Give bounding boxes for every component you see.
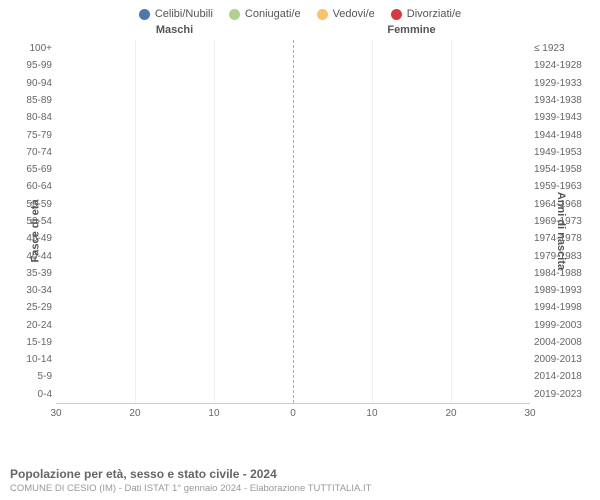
- chart-footer: Popolazione per età, sesso e stato civil…: [10, 467, 371, 494]
- legend-label: Vedovi/e: [333, 8, 375, 20]
- birth-year-label: 1984-1988: [534, 268, 596, 279]
- age-label: 0-4: [10, 389, 52, 400]
- age-label: 70-74: [10, 147, 52, 158]
- birth-year-label: 1959-1963: [534, 181, 596, 192]
- x-axis: 3020100102030: [56, 406, 530, 422]
- birth-year-label: 1949-1953: [534, 147, 596, 158]
- legend-dot: [317, 9, 328, 20]
- male-header: Maschi: [56, 24, 293, 36]
- age-label: 40-44: [10, 251, 52, 262]
- age-label: 50-54: [10, 216, 52, 227]
- age-label: 95-99: [10, 60, 52, 71]
- legend-label: Divorziati/e: [407, 8, 461, 20]
- birth-year-label: 1974-1978: [534, 233, 596, 244]
- population-pyramid: Fasce di età Anni di nascita 100+≤ 19239…: [0, 40, 600, 422]
- birth-year-label: 2014-2018: [534, 371, 596, 382]
- birth-year-label: 1989-1993: [534, 285, 596, 296]
- legend-dot: [391, 9, 402, 20]
- legend-item: Coniugati/e: [229, 8, 301, 20]
- age-label: 30-34: [10, 285, 52, 296]
- x-tick: 10: [366, 408, 377, 419]
- age-label: 25-29: [10, 302, 52, 313]
- legend-label: Celibi/Nubili: [155, 8, 213, 20]
- chart-title: Popolazione per età, sesso e stato civil…: [10, 467, 371, 481]
- female-header: Femmine: [293, 24, 530, 36]
- x-tick: 30: [50, 408, 61, 419]
- legend-item: Vedovi/e: [317, 8, 375, 20]
- x-tick: 0: [290, 408, 296, 419]
- age-label: 45-49: [10, 233, 52, 244]
- age-label: 35-39: [10, 268, 52, 279]
- birth-year-label: 1939-1943: [534, 112, 596, 123]
- x-tick: 10: [208, 408, 219, 419]
- birth-year-label: 2004-2008: [534, 337, 596, 348]
- age-label: 100+: [10, 43, 52, 54]
- age-label: 65-69: [10, 164, 52, 175]
- age-label: 10-14: [10, 354, 52, 365]
- birth-year-label: 1924-1928: [534, 60, 596, 71]
- birth-year-label: 2019-2023: [534, 389, 596, 400]
- age-label: 20-24: [10, 320, 52, 331]
- legend-dot: [139, 9, 150, 20]
- age-label: 15-19: [10, 337, 52, 348]
- age-label: 90-94: [10, 78, 52, 89]
- age-label: 80-84: [10, 112, 52, 123]
- legend-item: Divorziati/e: [391, 8, 461, 20]
- birth-year-label: ≤ 1923: [534, 43, 596, 54]
- birth-year-label: 1964-1968: [534, 199, 596, 210]
- age-label: 75-79: [10, 130, 52, 141]
- x-tick: 20: [445, 408, 456, 419]
- age-label: 55-59: [10, 199, 52, 210]
- birth-year-label: 1929-1933: [534, 78, 596, 89]
- center-axis: [293, 40, 294, 403]
- birth-year-label: 2009-2013: [534, 354, 596, 365]
- x-tick: 20: [129, 408, 140, 419]
- birth-year-label: 1999-2003: [534, 320, 596, 331]
- birth-year-label: 1954-1958: [534, 164, 596, 175]
- x-tick: 30: [524, 408, 535, 419]
- legend-dot: [229, 9, 240, 20]
- column-headers: Maschi Femmine: [0, 24, 600, 36]
- birth-year-label: 1994-1998: [534, 302, 596, 313]
- age-label: 5-9: [10, 371, 52, 382]
- birth-year-label: 1969-1973: [534, 216, 596, 227]
- birth-year-label: 1979-1983: [534, 251, 596, 262]
- age-label: 85-89: [10, 95, 52, 106]
- plot-area: 100+≤ 192395-991924-192890-941929-193385…: [56, 40, 530, 404]
- chart-subtitle: COMUNE DI CESIO (IM) - Dati ISTAT 1° gen…: [10, 483, 371, 494]
- legend: Celibi/Nubili Coniugati/e Vedovi/e Divorzia…: [0, 0, 600, 24]
- birth-year-label: 1944-1948: [534, 130, 596, 141]
- birth-year-label: 1934-1938: [534, 95, 596, 106]
- legend-label: Coniugati/e: [245, 8, 301, 20]
- age-label: 60-64: [10, 181, 52, 192]
- legend-item: Celibi/Nubili: [139, 8, 213, 20]
